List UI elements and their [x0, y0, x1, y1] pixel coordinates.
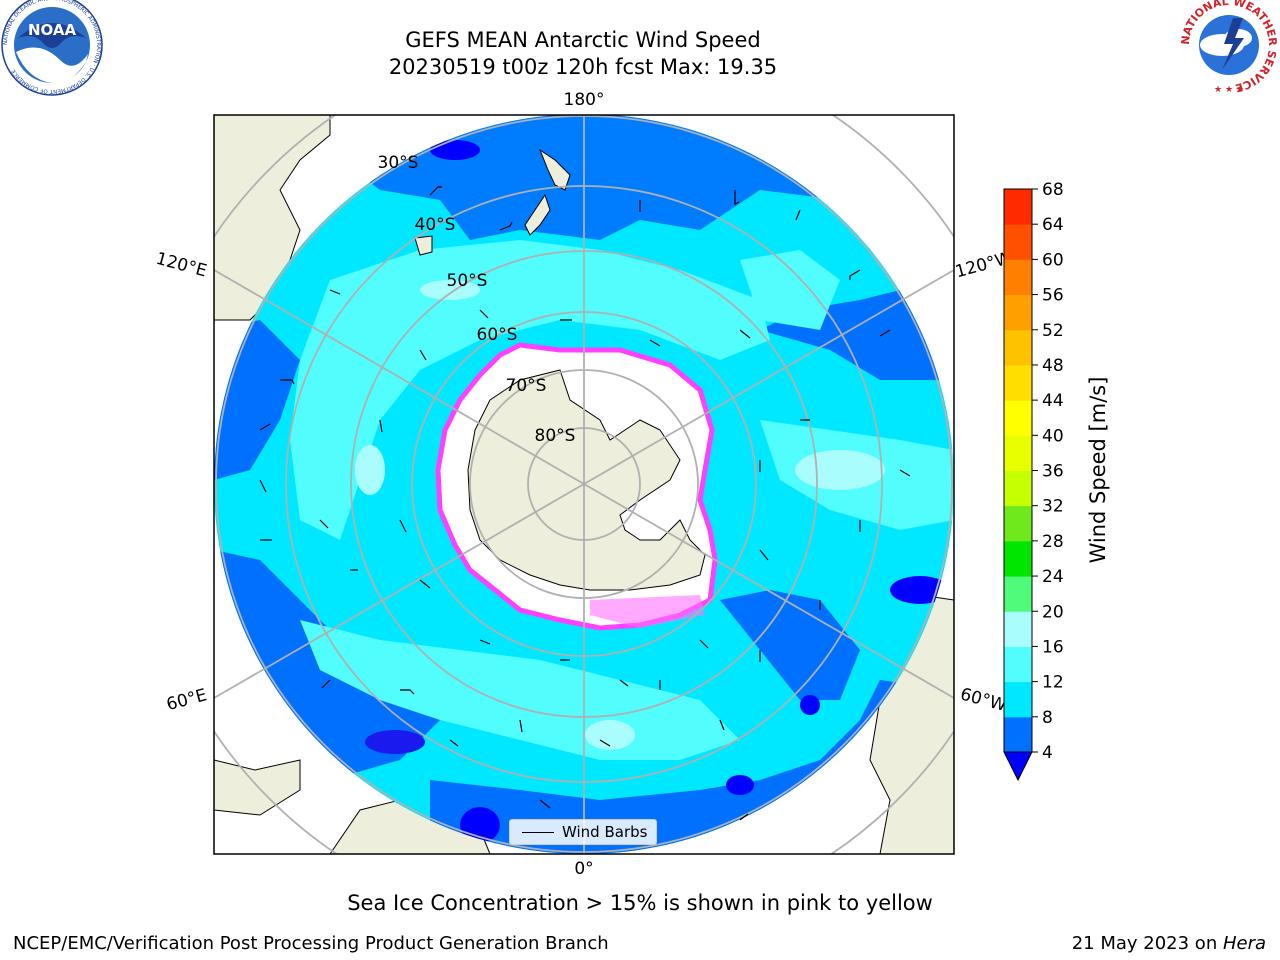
colorbar-tick-label: 20: [1042, 602, 1064, 622]
colorbar-segment: [1004, 329, 1032, 366]
colorbar-segment: [1004, 435, 1032, 471]
producer-credit: NCEP/EMC/Verification Post Processing Pr…: [13, 933, 609, 954]
colorbar-tick-label: 56: [1042, 286, 1064, 306]
map-plot-area: 180° 0° 120°E 120°W 60°E 60°W 30°S 40°S …: [154, 90, 1015, 879]
colorbar-tick-label: 28: [1042, 532, 1064, 552]
colorbar-segment: [1004, 505, 1032, 542]
colorbar-segment: [1004, 611, 1032, 647]
map-title: GEFS MEAN Antarctic Wind Speed: [405, 28, 761, 52]
nws-logo: NATIONAL WEATHER SERVICE ★ ★ ★: [1179, 0, 1279, 95]
colorbar-segment: [1004, 400, 1032, 436]
antarctica-landmass: [467, 369, 706, 591]
colorbar-tick-label: 4: [1042, 743, 1053, 763]
lon-label-180: 180°: [564, 90, 605, 110]
colorbar-segment: [1004, 470, 1032, 507]
meridians: [214, 115, 954, 854]
lat-label-70s: 70°S: [506, 376, 547, 396]
lon-label-60w: 60°W: [958, 684, 1009, 716]
lon-label-0: 0°: [574, 859, 593, 879]
noaa-logo-text: NOAA: [28, 21, 77, 39]
lat-label-60s: 60°S: [477, 325, 518, 345]
wind-barbs: [259, 186, 911, 831]
new-zealand-landmass: [538, 148, 571, 191]
lon-label-60e: 60°E: [164, 685, 209, 715]
colorbar-segment: [1004, 576, 1032, 612]
host-name: Hera: [1222, 933, 1266, 954]
colorbar-segment: [1004, 364, 1032, 401]
lat-label-30s: 30°S: [378, 153, 419, 173]
legend-label: Wind Barbs: [562, 823, 648, 841]
colorbar-segment: [1004, 294, 1032, 331]
map-frame: [213, 114, 955, 855]
colorbar-segment: [1004, 716, 1032, 753]
generated-date: 21 May 2023 on: [1071, 933, 1223, 954]
colorbar-segment: [1004, 189, 1032, 225]
sea-ice-note: Sea Ice Concentration > 15% is shown in …: [347, 891, 933, 915]
lon-label-120e: 120°E: [154, 249, 209, 282]
wind-barbs-legend: Wind Barbs: [509, 819, 657, 845]
colorbar-tick-label: 40: [1042, 426, 1064, 446]
colorbar-segment: [1004, 646, 1032, 683]
colorbar-tick-label: 48: [1042, 356, 1064, 376]
colorbar-segment: [1004, 224, 1032, 260]
colorbar-segment: [1004, 259, 1032, 296]
colorbar-tick-label: 8: [1042, 708, 1053, 728]
colorbar-segment: [1004, 540, 1032, 577]
generated-date-host: 21 May 2023 on Hera: [1072, 933, 1266, 954]
lat-label-80s: 80°S: [535, 426, 576, 446]
colorbar-tick-label: 12: [1042, 673, 1064, 693]
colorbar-extend-min: [1003, 751, 1033, 782]
colorbar-tick-label: 44: [1042, 391, 1064, 411]
colorbar-segment: [1004, 681, 1032, 718]
lat-label-40s: 40°S: [415, 215, 456, 235]
colorbar-tick-label: 52: [1042, 321, 1064, 341]
australia-landmass: [214, 115, 331, 321]
map-subtitle-run-info: 20230519 t00z 120h fcst Max: 19.35: [388, 55, 778, 79]
colorbar-tick-label: 24: [1042, 567, 1064, 587]
colorbar-tick-label: 64: [1042, 215, 1064, 235]
noaa-logo: NATIONAL OCEANIC AND ATMOSPHERIC ADMINIS…: [1, 0, 103, 96]
lat-label-50s: 50°S: [447, 271, 488, 291]
colorbar-tick-label: 68: [1042, 180, 1064, 200]
colorbar-tick-label: 60: [1042, 250, 1064, 270]
colorbar-tick-label: 16: [1042, 637, 1064, 657]
colorbar-title: Wind Speed [m/s]: [1086, 376, 1110, 564]
africa-landmass: [214, 759, 301, 816]
svg-text:★ ★ ★: ★ ★ ★: [1214, 85, 1244, 95]
colorbar-tick-label: 36: [1042, 462, 1064, 482]
legend-line-sample: [522, 831, 554, 833]
colorbar-tick-label: 32: [1042, 497, 1064, 517]
